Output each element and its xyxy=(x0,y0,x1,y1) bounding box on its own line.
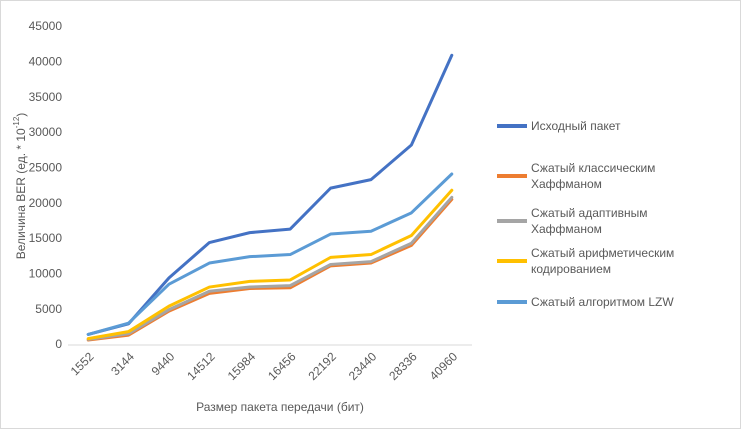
y-tick-label: 10000 xyxy=(29,267,63,281)
legend-item: Сжатый арифметическим кодированием xyxy=(497,245,716,277)
y-tick-label: 25000 xyxy=(29,161,63,175)
y-axis-title-main: Величина BER (ед. * 10 xyxy=(14,128,28,259)
legend-swatch xyxy=(497,174,527,178)
y-axis-title-end: ) xyxy=(14,113,28,117)
y-tick-label: 0 xyxy=(55,337,62,351)
legend-label: Исходный пакет xyxy=(531,119,621,133)
y-tick-label: 35000 xyxy=(29,90,63,104)
series-line xyxy=(86,172,454,336)
legend-swatch xyxy=(497,124,527,128)
series-line xyxy=(86,195,454,341)
y-tick-label: 30000 xyxy=(29,125,63,139)
legend-item: Сжатый классическим Хаффманом xyxy=(497,160,716,192)
legend-label: Сжатый алгоритмом LZW xyxy=(531,295,674,309)
series-line xyxy=(86,188,454,341)
y-tick-label: 20000 xyxy=(29,196,63,210)
y-axis-title: Величина BER (ед. * 10-12) xyxy=(12,113,28,260)
y-tick-label: 40000 xyxy=(29,55,63,69)
legend-item: Сжатый адаптивным Хаффманом xyxy=(497,205,716,237)
legend-label: Сжатый арифметическим кодированием xyxy=(531,246,675,276)
series-line xyxy=(86,53,454,336)
legend-item: Исходный пакет xyxy=(497,118,716,134)
legend-label: Сжатый адаптивным Хаффманом xyxy=(531,206,648,236)
y-axis-title-sup: -12 xyxy=(12,116,21,128)
legend-swatch xyxy=(497,300,527,304)
y-tick-label: 15000 xyxy=(29,231,63,245)
legend-label: Сжатый классическим Хаффманом xyxy=(531,161,656,191)
x-axis-title: Размер пакета передачи (бит) xyxy=(196,400,364,414)
y-tick-label: 45000 xyxy=(29,19,63,33)
legend-swatch xyxy=(497,259,527,263)
legend-item: Сжатый алгоритмом LZW xyxy=(497,294,716,310)
y-tick-label: 5000 xyxy=(35,302,62,316)
legend-swatch xyxy=(497,219,527,223)
